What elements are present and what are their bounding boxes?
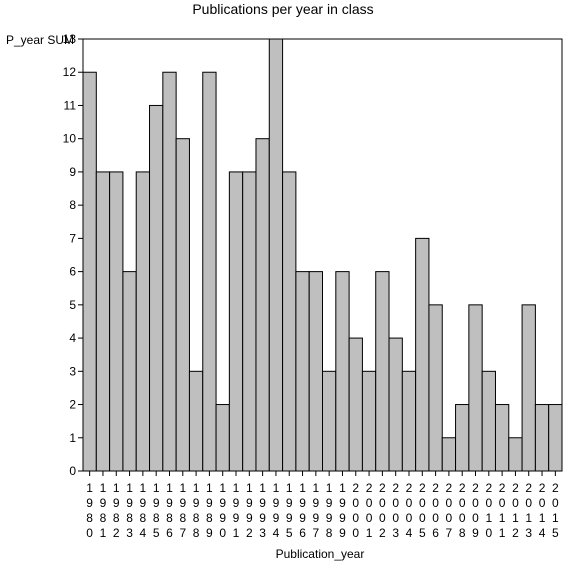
bar-2013 (521, 304, 536, 472)
bar-2004 (401, 370, 417, 472)
bar-1983 (122, 271, 137, 472)
bar-2003 (388, 337, 403, 472)
bar-1997 (308, 271, 324, 472)
bar-1994 (268, 38, 284, 472)
x-axis-label: Publication_year (276, 547, 365, 561)
bar-2005 (415, 237, 430, 472)
bar-2001 (361, 370, 377, 472)
bar-1990 (215, 404, 230, 472)
y-tick-label: 0 (69, 464, 76, 478)
bar-1987 (175, 138, 190, 472)
y-tick-label: 9 (69, 165, 76, 179)
y-tick-label: 3 (69, 364, 76, 378)
y-tick-label: 11 (64, 98, 77, 112)
bar-1986 (162, 71, 177, 472)
y-axis-label: P_year SUM (6, 33, 74, 47)
bar-1999 (335, 271, 350, 472)
bar-1982 (109, 171, 124, 472)
y-tick-label: 10 (63, 132, 77, 146)
bar-2008 (455, 404, 470, 472)
bars-group (82, 38, 563, 472)
y-tick-label: 2 (69, 398, 76, 412)
bar-1993 (255, 138, 270, 472)
bar-2015 (548, 404, 563, 472)
bar-1992 (242, 171, 257, 472)
y-tick-label: 12 (63, 65, 77, 79)
y-tick-label: 6 (69, 265, 76, 279)
y-tick-label: 7 (69, 231, 76, 245)
bar-1995 (282, 171, 297, 472)
plot-frame (82, 38, 563, 472)
y-tick-label: 8 (69, 198, 76, 212)
bar-1981 (95, 171, 111, 472)
bar-1996 (295, 271, 310, 472)
y-tick-label: 13 (63, 32, 77, 46)
bar-1984 (135, 171, 151, 472)
bar-1988 (188, 370, 204, 472)
y-tick-label: 1 (69, 431, 76, 445)
bar-1980 (82, 71, 97, 472)
bar-2010 (481, 370, 496, 472)
bar-2002 (375, 271, 390, 472)
bar-2006 (428, 304, 443, 472)
bar-1985 (149, 104, 164, 472)
bar-2007 (441, 437, 457, 472)
bar-1989 (202, 71, 217, 472)
bar-2012 (508, 437, 523, 472)
x-axis: 1 9 8 0 1 9 8 1 1 9 8 2 1 9 8 3 1 9 8 4 1 9 8 5 1 9 8 6 1 9 8 7 1 9 8 8 1 9 8 9… (86, 471, 559, 540)
chart-title: Publications per year in class (192, 1, 373, 17)
bar-1998 (322, 370, 337, 472)
y-tick-label: 5 (69, 298, 76, 312)
y-tick-label: 4 (69, 331, 76, 345)
bar-2000 (348, 337, 363, 472)
bar-1991 (228, 171, 244, 472)
bar-2009 (468, 304, 483, 472)
bar-2014 (534, 404, 550, 472)
bar-2011 (494, 404, 510, 472)
